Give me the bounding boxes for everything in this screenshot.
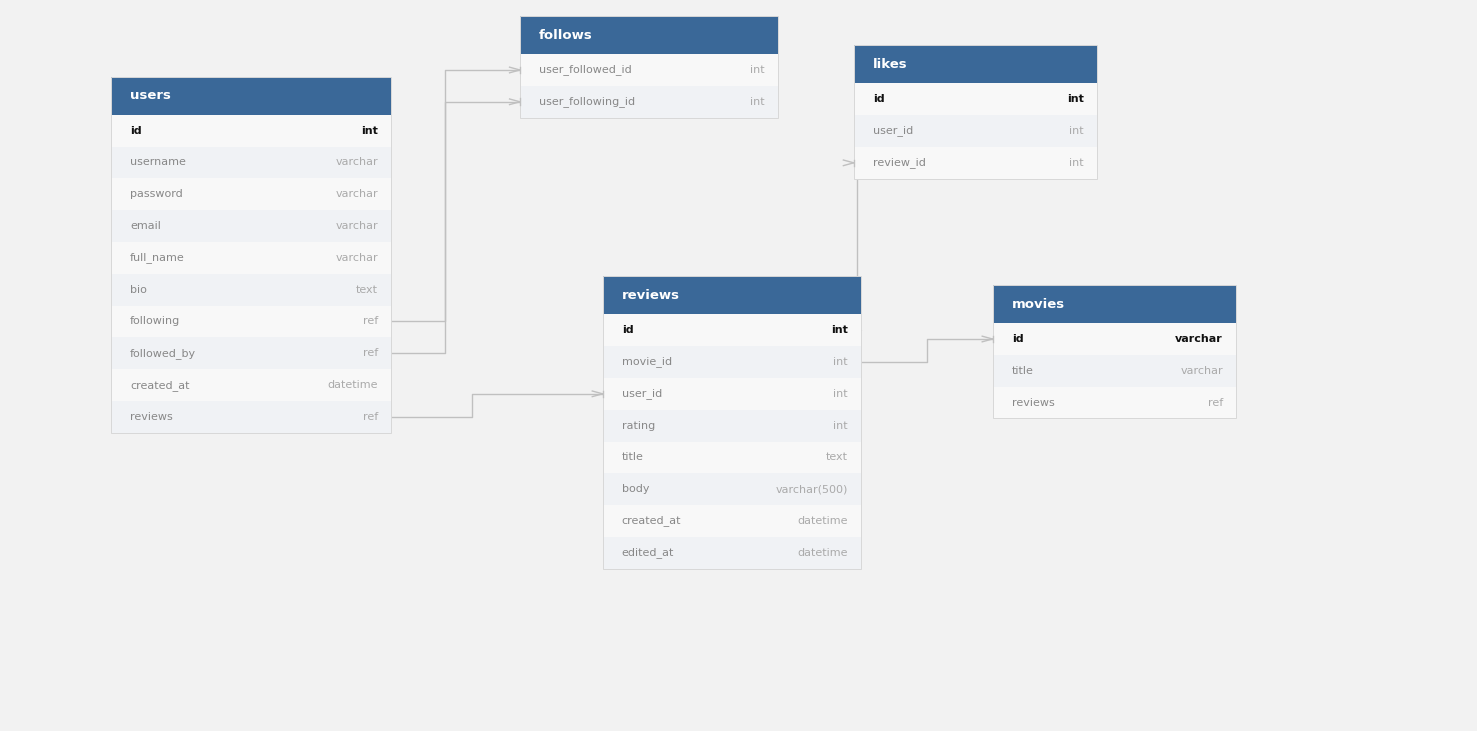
- FancyBboxPatch shape: [603, 505, 861, 537]
- Text: varchar: varchar: [335, 157, 378, 167]
- Text: varchar(500): varchar(500): [775, 484, 848, 494]
- FancyBboxPatch shape: [111, 242, 391, 274]
- FancyBboxPatch shape: [111, 115, 391, 147]
- FancyBboxPatch shape: [111, 369, 391, 401]
- FancyBboxPatch shape: [854, 115, 1097, 147]
- Text: ref: ref: [363, 317, 378, 327]
- Text: movies: movies: [1012, 298, 1065, 311]
- Text: varchar: varchar: [1180, 366, 1223, 376]
- FancyBboxPatch shape: [603, 276, 861, 314]
- Text: bio: bio: [130, 284, 146, 295]
- FancyBboxPatch shape: [111, 147, 391, 178]
- Text: title: title: [622, 452, 644, 463]
- Text: datetime: datetime: [328, 380, 378, 390]
- Text: varchar: varchar: [335, 221, 378, 231]
- Text: body: body: [622, 484, 650, 494]
- Text: int: int: [833, 357, 848, 367]
- Text: user_followed_id: user_followed_id: [539, 64, 632, 75]
- Text: ref: ref: [363, 348, 378, 358]
- Text: int: int: [832, 325, 848, 336]
- Text: users: users: [130, 89, 171, 102]
- Text: movie_id: movie_id: [622, 357, 672, 368]
- FancyBboxPatch shape: [603, 314, 861, 346]
- FancyBboxPatch shape: [603, 442, 861, 474]
- FancyBboxPatch shape: [520, 86, 778, 118]
- Text: user_id: user_id: [622, 388, 662, 399]
- Text: int: int: [833, 389, 848, 399]
- Text: title: title: [1012, 366, 1034, 376]
- Text: user_id: user_id: [873, 126, 913, 137]
- FancyBboxPatch shape: [993, 285, 1236, 323]
- Text: rating: rating: [622, 420, 656, 431]
- FancyBboxPatch shape: [520, 54, 778, 86]
- Text: int: int: [1069, 126, 1084, 136]
- Text: ref: ref: [1208, 398, 1223, 408]
- FancyBboxPatch shape: [111, 274, 391, 306]
- FancyBboxPatch shape: [854, 45, 1097, 83]
- Text: varchar: varchar: [335, 253, 378, 263]
- Text: password: password: [130, 189, 183, 200]
- Text: created_at: created_at: [622, 515, 681, 526]
- FancyBboxPatch shape: [111, 178, 391, 211]
- Text: id: id: [622, 325, 634, 336]
- Text: full_name: full_name: [130, 252, 185, 263]
- Text: reviews: reviews: [622, 289, 679, 302]
- Text: varchar: varchar: [1176, 334, 1223, 344]
- FancyBboxPatch shape: [520, 16, 778, 54]
- Text: varchar: varchar: [335, 189, 378, 200]
- Text: following: following: [130, 317, 180, 327]
- Text: int: int: [833, 420, 848, 431]
- Text: int: int: [1068, 94, 1084, 105]
- Text: int: int: [750, 65, 765, 75]
- Text: ref: ref: [363, 412, 378, 422]
- Text: id: id: [130, 126, 142, 136]
- FancyBboxPatch shape: [993, 387, 1236, 418]
- Text: datetime: datetime: [798, 548, 848, 558]
- FancyBboxPatch shape: [111, 77, 391, 115]
- FancyBboxPatch shape: [603, 474, 861, 505]
- FancyBboxPatch shape: [603, 378, 861, 409]
- Text: text: text: [356, 284, 378, 295]
- Text: user_following_id: user_following_id: [539, 96, 635, 107]
- FancyBboxPatch shape: [854, 147, 1097, 179]
- FancyBboxPatch shape: [111, 401, 391, 433]
- Text: edited_at: edited_at: [622, 548, 674, 558]
- FancyBboxPatch shape: [111, 338, 391, 369]
- Text: review_id: review_id: [873, 157, 926, 168]
- FancyBboxPatch shape: [993, 355, 1236, 387]
- FancyBboxPatch shape: [993, 323, 1236, 355]
- Text: id: id: [873, 94, 885, 105]
- Text: int: int: [1069, 158, 1084, 168]
- FancyBboxPatch shape: [603, 346, 861, 378]
- FancyBboxPatch shape: [111, 306, 391, 338]
- Text: follows: follows: [539, 29, 592, 42]
- Text: int: int: [750, 96, 765, 107]
- Text: followed_by: followed_by: [130, 348, 196, 359]
- Text: likes: likes: [873, 58, 907, 71]
- FancyBboxPatch shape: [603, 409, 861, 442]
- FancyBboxPatch shape: [111, 211, 391, 242]
- Text: id: id: [1012, 334, 1024, 344]
- Text: text: text: [826, 452, 848, 463]
- Text: reviews: reviews: [1012, 398, 1055, 408]
- Text: email: email: [130, 221, 161, 231]
- Text: created_at: created_at: [130, 379, 189, 390]
- FancyBboxPatch shape: [854, 83, 1097, 115]
- Text: datetime: datetime: [798, 516, 848, 526]
- Text: int: int: [362, 126, 378, 136]
- Text: reviews: reviews: [130, 412, 173, 422]
- FancyBboxPatch shape: [603, 537, 861, 569]
- Text: username: username: [130, 157, 186, 167]
